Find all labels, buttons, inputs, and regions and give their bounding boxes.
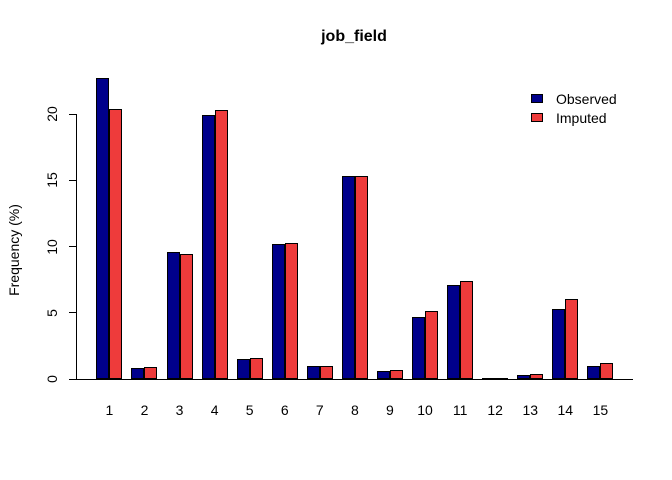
bar-observed-8 (341, 176, 355, 379)
legend-label-imputed: Imputed (556, 109, 607, 126)
y-tick-label: 0 (44, 375, 60, 383)
y-tick (69, 179, 76, 181)
x-category-label: 10 (417, 402, 433, 418)
bar-observed-9 (376, 371, 390, 379)
bar-observed-2 (131, 368, 145, 379)
legend-label-observed: Observed (556, 90, 617, 107)
chart-title: job_field (321, 28, 387, 45)
bar-imputed-2 (144, 367, 158, 379)
bar-imputed-13 (530, 374, 544, 379)
x-category-label: 12 (487, 402, 503, 418)
y-tick-label: 5 (44, 308, 60, 317)
x-category-label: 5 (245, 402, 254, 418)
bar-imputed-5 (249, 358, 263, 379)
bar-observed-4 (201, 115, 215, 379)
bar-imputed-14 (565, 299, 579, 379)
bar-observed-12 (482, 378, 496, 380)
bar-observed-13 (517, 375, 531, 379)
bar-imputed-15 (600, 363, 614, 379)
x-category-label: 8 (350, 402, 359, 418)
legend-swatch-imputed (531, 113, 543, 122)
y-axis-label: Frequency (%) (6, 204, 22, 296)
x-category-label: 6 (280, 402, 289, 418)
bar-imputed-1 (109, 109, 123, 379)
x-category-label: 3 (175, 402, 184, 418)
x-category-label: 11 (452, 402, 468, 418)
y-tick-label: 10 (44, 238, 60, 255)
y-tick (69, 312, 76, 314)
y-tick (69, 246, 76, 247)
bar-imputed-3 (179, 254, 193, 379)
bar-imputed-9 (389, 370, 403, 379)
bar-imputed-11 (460, 281, 474, 379)
bar-imputed-10 (425, 311, 439, 379)
bar-imputed-12 (495, 378, 509, 380)
bar-imputed-8 (354, 176, 368, 379)
bar-observed-15 (587, 366, 601, 379)
x-category-label: 7 (315, 402, 324, 418)
x-category-label: 15 (592, 402, 609, 418)
x-category-label: 13 (522, 402, 539, 418)
bar-observed-11 (447, 285, 461, 379)
bar-observed-10 (412, 317, 426, 379)
bar-observed-6 (271, 244, 285, 379)
y-tick (69, 378, 76, 380)
bar-imputed-6 (284, 243, 298, 379)
y-axis-line (76, 114, 77, 380)
x-category-label: 9 (386, 402, 394, 418)
y-tick (69, 113, 76, 115)
x-category-label: 1 (105, 402, 114, 418)
bar-imputed-7 (319, 366, 333, 379)
bar-observed-3 (166, 252, 180, 379)
y-tick-label: 20 (44, 106, 60, 122)
x-category-label: 4 (210, 402, 219, 418)
y-tick-label: 15 (44, 172, 60, 189)
x-axis-line (75, 379, 633, 380)
legend-swatch-observed (531, 94, 543, 103)
bar-observed-5 (236, 359, 250, 379)
bar-observed-1 (96, 78, 110, 379)
bar-observed-7 (306, 366, 320, 379)
x-category-label: 2 (140, 402, 149, 418)
bar-observed-14 (552, 309, 566, 379)
bar-imputed-4 (214, 110, 228, 379)
x-category-label: 14 (557, 402, 574, 418)
